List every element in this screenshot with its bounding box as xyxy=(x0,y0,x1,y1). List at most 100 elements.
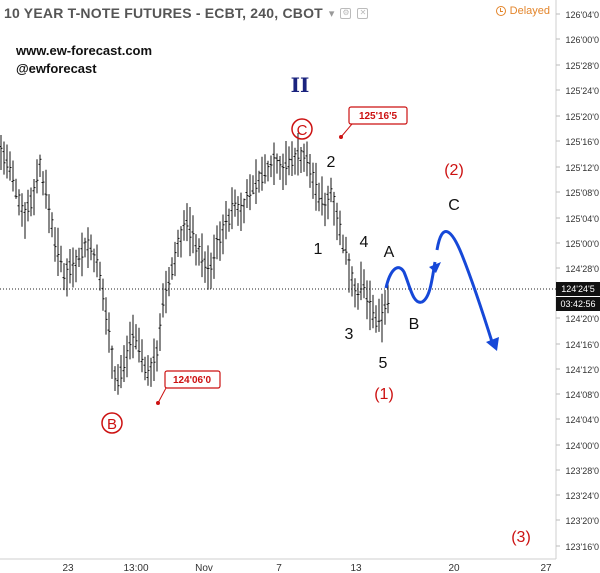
price-tick-label: 126'00'0 xyxy=(566,35,599,45)
ohlc-bar xyxy=(266,160,270,182)
time-tick-label: 23 xyxy=(62,563,74,573)
wave-a-label: A xyxy=(384,244,395,261)
wave-circle-c-label: C xyxy=(297,122,308,139)
price-tick-label: 124'28'0 xyxy=(566,264,599,274)
ohlc-bar xyxy=(188,207,192,257)
ohlc-bar xyxy=(350,266,354,297)
wave-5-label: 5 xyxy=(379,355,388,372)
callout-low-label: 124'06'0 xyxy=(173,375,212,386)
ohlc-bar xyxy=(140,339,144,373)
ohlc-bar xyxy=(38,154,42,177)
ohlc-bar xyxy=(317,182,321,212)
ohlc-bar xyxy=(95,244,99,278)
ohlc-bar xyxy=(14,178,18,199)
ohlc-bar xyxy=(377,298,381,332)
ohlc-bar xyxy=(179,226,183,258)
ohlc-bar xyxy=(26,189,30,222)
wave-3-label: 3 xyxy=(345,326,354,343)
ohlc-bar xyxy=(98,261,102,291)
wave-circle-c-ring xyxy=(291,118,313,140)
wave-p3-label: (3) xyxy=(511,529,531,546)
ohlc-bar xyxy=(383,290,387,325)
ohlc-bar xyxy=(128,321,132,360)
ohlc-bar xyxy=(260,156,264,191)
ohlc-bar xyxy=(104,297,108,335)
ohlc-bar xyxy=(323,192,327,227)
ohlc-bar xyxy=(347,253,351,293)
ohlc-bar xyxy=(92,248,96,273)
wave-circle-b-label: B xyxy=(107,416,117,433)
ohlc-bar xyxy=(254,159,258,204)
ohlc-bar xyxy=(167,267,171,297)
ohlc-bar xyxy=(200,233,204,278)
title-dropdown-icon[interactable]: ▾ xyxy=(328,7,335,20)
projection-arrowhead-up xyxy=(429,262,441,273)
ohlc-bar xyxy=(110,345,114,379)
ohlc-bar xyxy=(11,160,15,192)
ohlc-bar xyxy=(374,305,378,333)
ohlc-bar xyxy=(29,187,33,217)
ohlc-bar xyxy=(158,313,162,351)
ohlc-bar xyxy=(131,314,135,359)
ohlc-bar xyxy=(56,227,60,276)
wave-p1-label: (1) xyxy=(374,386,394,403)
ohlc-bar xyxy=(20,193,24,227)
close-icon[interactable]: ✕ xyxy=(357,7,369,19)
ohlc-bar xyxy=(77,247,81,267)
ohlc-bar xyxy=(263,154,267,184)
price-tick-label: 125'20'0 xyxy=(566,112,599,122)
countdown-tag: 03:42:56 xyxy=(556,297,600,311)
ohlc-bar xyxy=(290,141,294,176)
ohlc-bar xyxy=(365,280,369,320)
ohlc-bar xyxy=(380,293,384,343)
ohlc-bar xyxy=(74,249,78,283)
callout-high-label: 125'16'5 xyxy=(359,111,398,122)
price-tick-label: 123'20'0 xyxy=(566,516,599,526)
current-price-tag: 124'24'5 xyxy=(556,282,600,296)
time-tick-label: Nov xyxy=(195,563,213,573)
price-tick-label: 123'28'0 xyxy=(566,466,599,476)
ohlc-bar xyxy=(62,263,66,291)
ohlc-bar xyxy=(170,257,174,280)
projection-arrowhead-down xyxy=(486,337,499,351)
ohlc-bar xyxy=(122,345,126,382)
ohlc-bar xyxy=(371,294,375,329)
ohlc-bar xyxy=(113,366,117,391)
ohlc-bar xyxy=(35,159,39,194)
price-tick-label: 125'24'0 xyxy=(566,86,599,96)
price-tick-label: 124'20'0 xyxy=(566,314,599,324)
ohlc-bar xyxy=(41,171,45,196)
callout-low: 124'06'0 xyxy=(156,370,221,405)
chart-title: 10 YEAR T-NOTE FUTURES - ECBT, 240, CBOT xyxy=(4,5,323,21)
ohlc-bar xyxy=(356,283,360,310)
price-tick-label: 125'04'0 xyxy=(566,214,599,224)
time-tick-label: 7 xyxy=(276,563,282,573)
ohlc-bar xyxy=(53,227,57,262)
ohlc-bar xyxy=(191,215,195,254)
ohlc-bar xyxy=(362,269,366,299)
price-tick-label: 124'12'0 xyxy=(566,365,599,375)
ohlc-bar xyxy=(287,146,291,176)
ohlc-bar xyxy=(239,192,243,231)
ohlc-bar xyxy=(17,189,21,216)
ohlc-bar xyxy=(368,280,372,331)
ohlc-bar xyxy=(50,212,54,238)
ohlc-bar xyxy=(134,324,138,350)
price-tick-label: 125'28'0 xyxy=(566,61,599,71)
ohlc-bar xyxy=(143,356,147,381)
ohlc-bar xyxy=(236,196,240,226)
price-tick-label: 124'00'0 xyxy=(566,441,599,451)
ohlc-bar xyxy=(320,176,324,216)
ohlc-bar xyxy=(251,175,255,195)
ohlc-bar xyxy=(2,141,6,175)
ohlc-bars xyxy=(0,133,390,395)
wave-b-label: B xyxy=(409,316,420,333)
ohlc-bar xyxy=(119,355,123,389)
settings-icon[interactable]: ⚙ xyxy=(340,7,352,19)
price-tick-label: 124'08'0 xyxy=(566,390,599,400)
ohlc-bar xyxy=(68,249,72,284)
chart-header: 10 YEAR T-NOTE FUTURES - ECBT, 240, CBOT… xyxy=(4,2,369,24)
ohlc-bar xyxy=(233,189,237,217)
ohlc-bar xyxy=(335,202,339,241)
